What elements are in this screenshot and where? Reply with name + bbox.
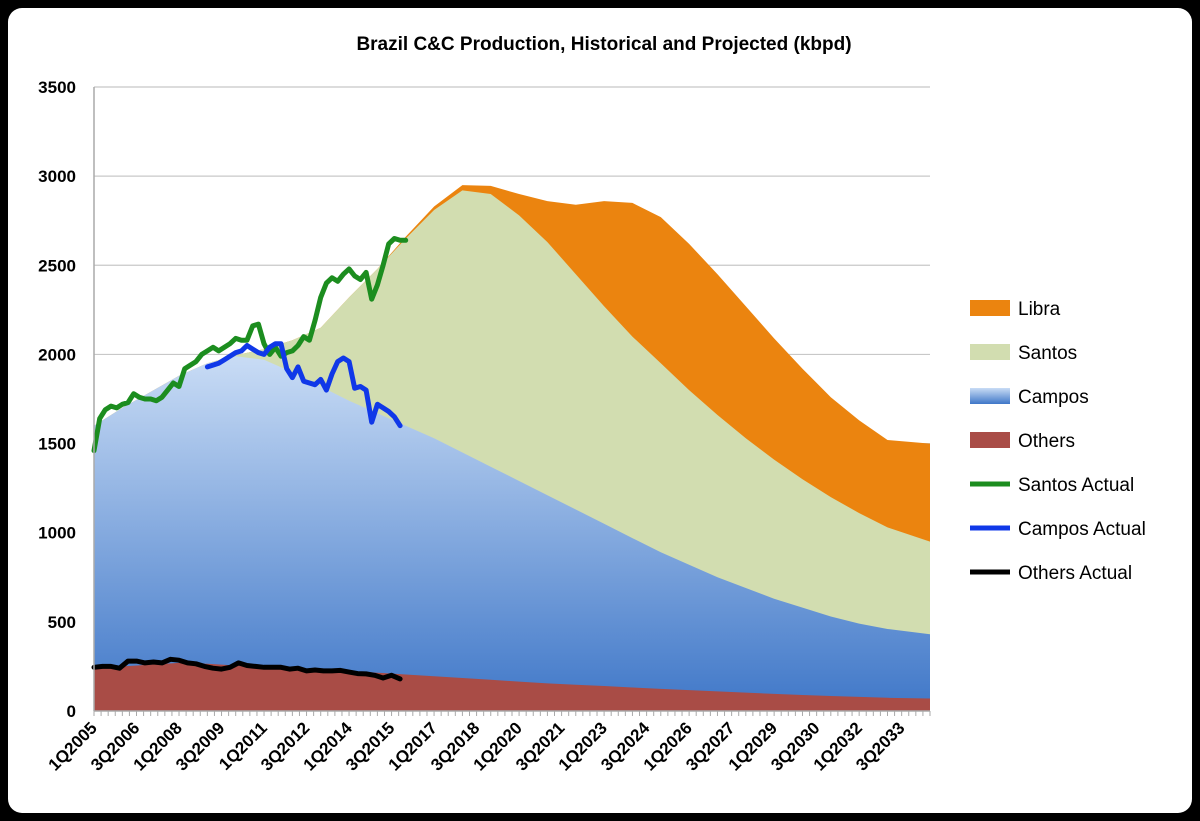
area-campos — [94, 356, 930, 711]
axes — [93, 87, 931, 716]
line-campos-actual — [204, 341, 403, 429]
legend-label: Campos Actual — [1018, 519, 1146, 540]
line-others-actual — [91, 656, 403, 682]
y-axis-ticks: 0 500 1000 1500 2000 2500 3000 3500 — [38, 78, 76, 721]
legend-label: Campos — [1018, 387, 1089, 408]
line-santos-actual — [91, 236, 409, 454]
line-series — [91, 236, 409, 682]
legend-label: Santos Actual — [1018, 475, 1134, 496]
y-tick-label: 0 — [67, 702, 76, 721]
legend-label: Libra — [1018, 299, 1061, 320]
chart-frame: Brazil C&C Production, Historical and Pr… — [8, 8, 1192, 813]
legend-swatch-libra — [970, 300, 1010, 316]
legend-swatch-campos — [970, 388, 1010, 404]
legend-label: Others Actual — [1018, 563, 1132, 584]
y-tick-label: 2000 — [38, 345, 76, 364]
x-axis-ticks: 1Q20053Q20061Q20083Q20091Q20113Q20121Q20… — [45, 718, 909, 775]
legend-label: Others — [1018, 431, 1075, 452]
y-tick-label: 1000 — [38, 524, 76, 543]
legend: Libra Santos Campos Others Santos Actual Camp… — [970, 299, 1146, 584]
area-series — [94, 185, 930, 712]
chart-title: Brazil C&C Production, Historical and Pr… — [356, 34, 851, 55]
legend-label: Santos — [1018, 343, 1077, 364]
area-others — [94, 662, 930, 711]
y-tick-label: 500 — [48, 613, 76, 632]
production-chart: Brazil C&C Production, Historical and Pr… — [38, 34, 1146, 775]
y-tick-label: 3000 — [38, 167, 76, 186]
legend-swatch-others — [970, 432, 1010, 448]
y-tick-label: 1500 — [38, 435, 76, 454]
legend-swatch-santos — [970, 344, 1010, 360]
y-tick-label: 3500 — [38, 78, 76, 97]
y-tick-label: 2500 — [38, 256, 76, 275]
